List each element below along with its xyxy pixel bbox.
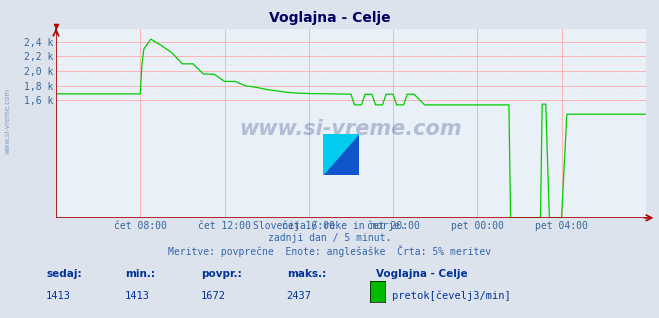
Text: zadnji dan / 5 minut.: zadnji dan / 5 minut. [268,233,391,243]
Polygon shape [323,134,359,175]
Text: www.si-vreme.com: www.si-vreme.com [240,119,462,139]
Text: 1672: 1672 [201,291,226,301]
Text: sedaj:: sedaj: [46,269,82,279]
Text: Voglajna - Celje: Voglajna - Celje [269,11,390,25]
Text: Meritve: povprečne  Enote: anglešaške  Črta: 5% meritev: Meritve: povprečne Enote: anglešaške Črt… [168,245,491,257]
Text: Slovenija / reke in morje.: Slovenija / reke in morje. [253,221,406,231]
Text: maks.:: maks.: [287,269,326,279]
Text: 1413: 1413 [46,291,71,301]
Text: 2437: 2437 [287,291,312,301]
Polygon shape [323,134,359,175]
Text: povpr.:: povpr.: [201,269,242,279]
Text: pretok[čevelj3/min]: pretok[čevelj3/min] [392,291,511,301]
Text: www.si-vreme.com: www.si-vreme.com [5,88,11,154]
Polygon shape [323,134,359,175]
Text: 1413: 1413 [125,291,150,301]
Text: Voglajna - Celje: Voglajna - Celje [376,269,467,279]
Text: min.:: min.: [125,269,156,279]
